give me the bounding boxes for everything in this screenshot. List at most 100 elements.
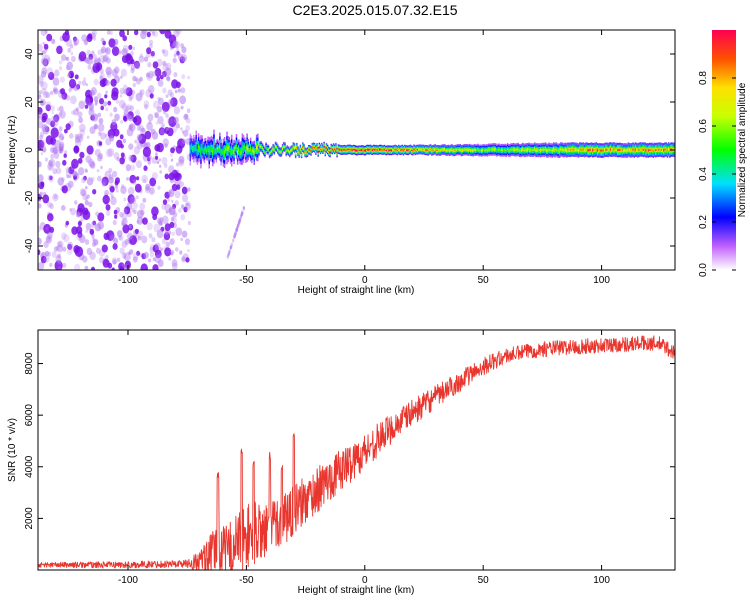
noise-speck xyxy=(43,43,49,50)
spectrogram-band-cell xyxy=(416,149,419,151)
streak-speck xyxy=(233,234,236,239)
spectrogram-band-cell xyxy=(220,150,222,155)
spectrogram-band-cell xyxy=(229,150,232,154)
noise-speck xyxy=(83,39,89,46)
noise-speck xyxy=(161,49,165,54)
streak-speck xyxy=(228,248,231,253)
noise-speck xyxy=(162,73,165,78)
spectrogram-band-cell xyxy=(667,148,670,151)
noise-speck xyxy=(38,90,42,99)
spectrogram-band-cell xyxy=(624,149,626,152)
spectrogram-content xyxy=(38,30,675,270)
spectrogram-band-cell xyxy=(543,148,546,151)
noise-speck xyxy=(159,217,164,223)
spectrogram-band-cell xyxy=(255,145,258,150)
noise-speck xyxy=(122,35,127,42)
spectrogram-band-cell xyxy=(252,149,254,152)
snr-x-tick-label: 50 xyxy=(478,575,490,586)
spectrogram-band-cell xyxy=(313,147,316,149)
colorbar-tick-label: 0.0 xyxy=(698,263,709,277)
noise-speck xyxy=(95,211,99,217)
noise-speck xyxy=(92,189,97,195)
noise-speck xyxy=(38,180,42,186)
spectrogram-band-cell xyxy=(264,151,266,154)
spectrogram-band-cell xyxy=(239,151,241,155)
noise-speck xyxy=(168,165,175,174)
noise-speck xyxy=(81,176,86,184)
noise-speck xyxy=(67,72,71,78)
noise-speck xyxy=(99,75,104,81)
spectrogram-band-cell xyxy=(537,149,540,152)
noise-speck xyxy=(63,234,70,243)
noise-speck xyxy=(68,70,75,79)
noise-speck xyxy=(174,190,181,199)
noise-speck xyxy=(143,165,148,171)
noise-speck xyxy=(139,76,143,82)
spectrogram-band-cell xyxy=(348,148,350,151)
noise-speck xyxy=(179,250,183,255)
spectrogram-band-cell xyxy=(206,149,208,153)
noise-speck xyxy=(79,128,86,137)
spectrogram-band-cell xyxy=(284,146,286,148)
spectrogram-band-cell xyxy=(489,148,491,151)
spectrogram-band-cell xyxy=(240,151,242,155)
noise-speck xyxy=(98,117,104,125)
noise-speck xyxy=(183,206,188,213)
spectrogram-band-cell xyxy=(249,147,252,152)
noise-speck xyxy=(59,110,66,119)
spectrogram-band-cell xyxy=(277,148,279,151)
spectrogram-band-cell xyxy=(283,145,285,148)
noise-speck xyxy=(38,111,43,119)
spectrogram-band-cell xyxy=(631,149,633,152)
spectrogram-band-cell xyxy=(307,149,310,151)
noise-speck xyxy=(57,260,62,265)
noise-speck xyxy=(127,186,135,196)
streak-speck xyxy=(235,228,238,233)
noise-speck xyxy=(166,126,170,131)
noise-speck xyxy=(38,174,44,183)
noise-speck xyxy=(152,244,159,253)
noise-speck xyxy=(146,122,153,131)
streak-speck xyxy=(236,226,239,231)
noise-speck xyxy=(53,147,58,154)
spectrogram-band-cell xyxy=(474,149,477,151)
colorbar-gradient xyxy=(712,30,736,270)
noise-speck xyxy=(132,75,137,82)
noise-speck xyxy=(148,70,154,79)
noise-speck xyxy=(109,191,113,196)
noise-speck xyxy=(148,120,152,125)
noise-speck xyxy=(112,259,117,265)
noise-speck xyxy=(62,246,67,252)
spectrogram-band-cell xyxy=(259,145,261,148)
noise-speck xyxy=(39,89,43,94)
spectrogram-band-cell xyxy=(349,148,351,151)
noise-speck xyxy=(154,67,162,77)
spectrogram-band-cell xyxy=(482,149,484,152)
spectrogram-band-cell xyxy=(374,149,376,151)
noise-speck xyxy=(79,151,85,159)
noise-speck xyxy=(115,189,119,193)
noise-speck xyxy=(159,170,162,174)
noise-speck xyxy=(61,205,66,211)
noise-speck xyxy=(164,126,170,135)
noise-speck xyxy=(92,53,97,60)
snr-y-tick-label: 2000 xyxy=(24,507,35,530)
spectrogram-band-cell xyxy=(451,148,453,151)
noise-speck xyxy=(61,54,67,61)
spectrogram-band-cell xyxy=(402,150,405,152)
noise-speck xyxy=(153,30,159,37)
spectrogram-band-cell xyxy=(400,149,402,151)
spectrogram-x-tick-label: -100 xyxy=(118,275,138,286)
noise-speck xyxy=(73,145,80,154)
noise-speck xyxy=(142,197,147,203)
spectrogram-band-cell xyxy=(360,149,362,151)
noise-speck xyxy=(184,113,189,120)
noise-speck xyxy=(136,216,144,225)
noise-speck xyxy=(55,255,62,264)
noise-speck xyxy=(113,209,118,215)
noise-speck xyxy=(85,186,88,190)
noise-speck xyxy=(137,230,144,238)
noise-speck xyxy=(176,169,180,174)
noise-speck xyxy=(40,255,47,264)
noise-speck xyxy=(137,209,144,219)
